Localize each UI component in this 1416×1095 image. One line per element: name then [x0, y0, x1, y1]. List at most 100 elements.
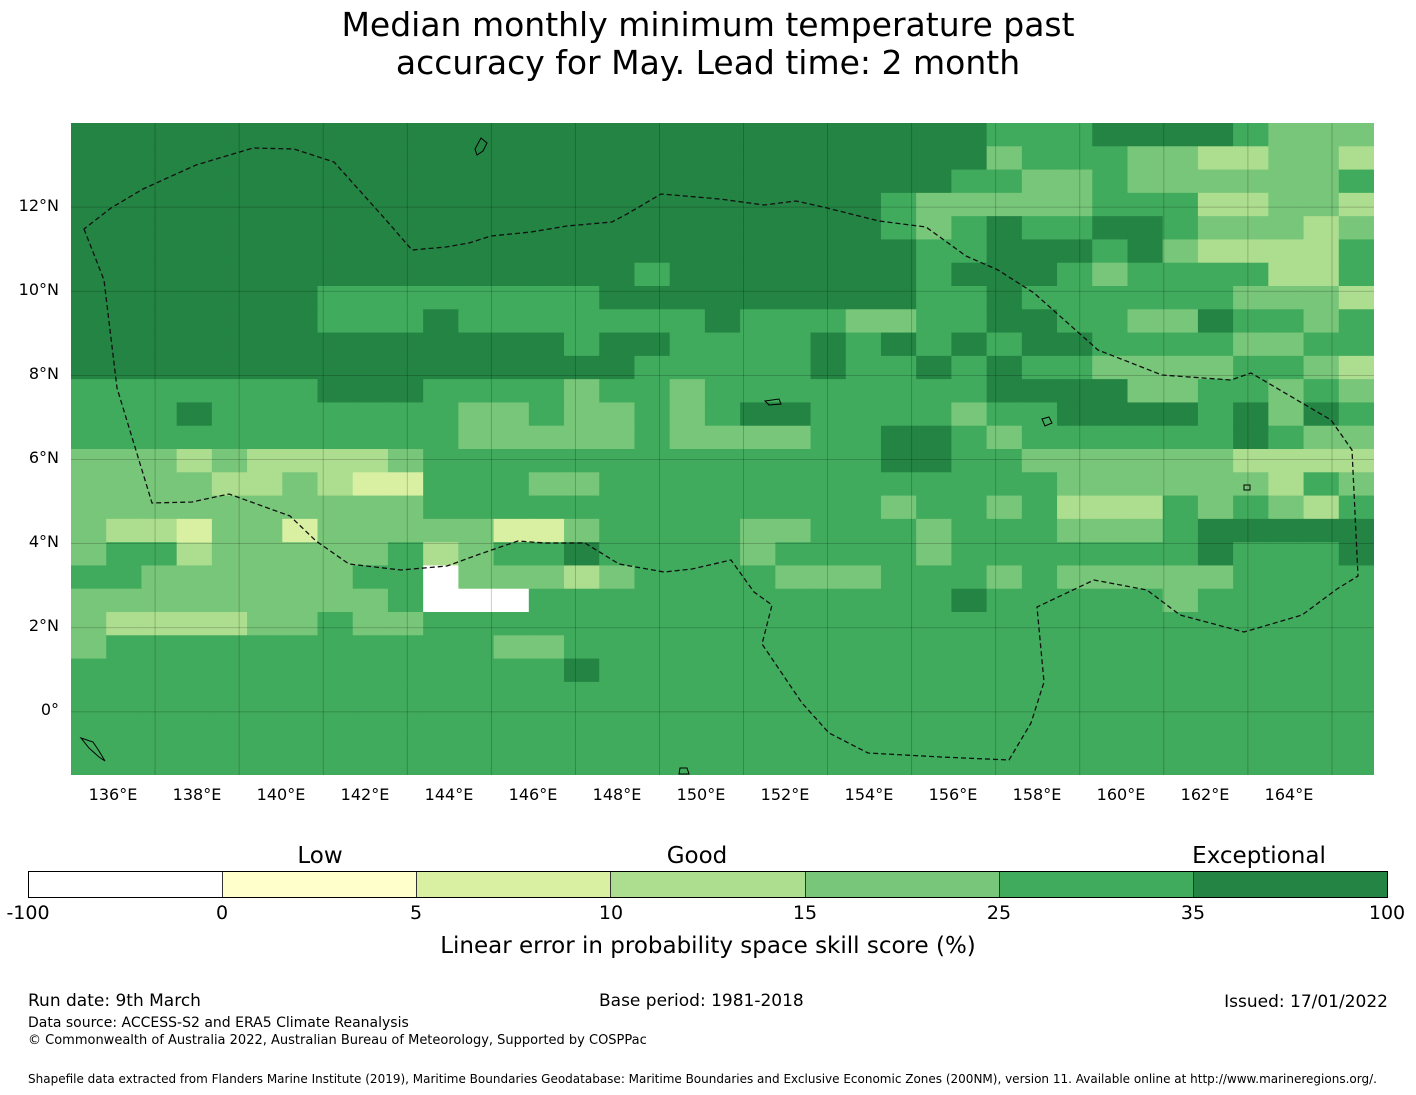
skill-cell — [387, 332, 424, 357]
skill-cell — [1338, 355, 1374, 380]
skill-cell — [247, 658, 283, 683]
skill-cell — [810, 518, 847, 543]
skill-cell — [352, 355, 389, 380]
colorbar-tick-label: 0 — [215, 902, 229, 924]
skill-cell — [1057, 239, 1093, 264]
colorbar-tick-label: -100 — [6, 902, 50, 924]
skill-cell — [493, 518, 530, 543]
skill-cell — [247, 146, 283, 171]
skill-cell — [141, 425, 178, 450]
skill-cell — [775, 612, 812, 636]
skill-cell — [775, 542, 812, 567]
skill-cell — [1233, 635, 1269, 660]
skill-cell — [564, 309, 600, 334]
skill-cell — [317, 216, 354, 241]
skill-cell — [211, 379, 248, 404]
skill-cell — [282, 262, 319, 287]
skill-cell — [317, 169, 354, 194]
skill-cell — [211, 705, 248, 730]
skill-cell — [986, 495, 1023, 520]
skill-cell — [704, 565, 741, 590]
skill-cell — [1268, 262, 1305, 287]
skill-cell — [986, 355, 1023, 380]
skill-cell — [352, 728, 389, 753]
skill-cell — [1021, 542, 1058, 567]
island-manus — [678, 767, 690, 775]
map-title: Median monthly minimum temperature past … — [0, 6, 1416, 82]
skill-cell — [458, 728, 495, 753]
skill-cell — [599, 332, 636, 357]
skill-cell — [176, 495, 213, 520]
skill-cell — [986, 216, 1023, 241]
skill-cell — [810, 588, 847, 613]
skill-cell — [1092, 169, 1129, 194]
lat-label-8n: 8°N — [28, 364, 59, 383]
skill-cell — [916, 518, 953, 543]
colorbar — [28, 871, 1388, 898]
skill-cell — [599, 751, 636, 775]
skill-cell — [669, 309, 706, 334]
skill-cell — [1057, 495, 1093, 520]
skill-cell — [916, 425, 953, 450]
skill-cell — [141, 705, 178, 730]
skill-cell — [1268, 681, 1305, 706]
skill-cell — [458, 355, 495, 380]
skill-cell — [1338, 658, 1374, 683]
skill-cell — [1162, 332, 1199, 357]
skill-cell — [986, 542, 1023, 567]
skill-cell — [282, 355, 319, 380]
skill-cell — [106, 681, 143, 706]
skill-cell — [141, 565, 178, 590]
skill-cell — [810, 123, 847, 147]
skill-cell — [352, 751, 389, 775]
skill-cell — [599, 542, 636, 567]
skill-cell — [528, 379, 565, 404]
skill-cell — [775, 146, 812, 171]
skill-cell — [845, 588, 882, 613]
skill-cell — [951, 612, 988, 636]
skill-cell — [106, 425, 143, 450]
skill-cell — [1021, 588, 1058, 613]
skill-cell — [1197, 216, 1234, 241]
skill-cell — [211, 449, 248, 473]
skill-cell — [71, 588, 107, 613]
colorbar-tick-label: 15 — [792, 902, 818, 924]
skill-cell — [423, 123, 459, 147]
skill-cell — [176, 239, 213, 264]
skill-cell — [740, 239, 776, 264]
skill-cell — [493, 728, 530, 753]
skill-cell — [810, 239, 847, 264]
skill-cell — [528, 309, 565, 334]
skill-cell — [1127, 216, 1164, 241]
skill-cell — [106, 705, 143, 730]
skill-cell — [775, 472, 812, 497]
skill-cell — [916, 705, 953, 730]
skill-cell — [775, 705, 812, 730]
skill-cell — [141, 588, 178, 613]
skill-cell — [775, 379, 812, 404]
skill-cell — [176, 355, 213, 380]
skill-cell — [1197, 332, 1234, 357]
skill-cell — [282, 402, 319, 427]
skill-cell — [423, 402, 459, 427]
skill-cell — [106, 123, 143, 147]
skill-cell — [1338, 402, 1374, 427]
skill-cell — [599, 728, 636, 753]
skill-cell — [528, 705, 565, 730]
skill-cell — [1233, 495, 1269, 520]
skill-cell — [1197, 449, 1234, 473]
skill-cell — [317, 658, 354, 683]
skill-cell — [599, 146, 636, 171]
skill-cell — [1021, 239, 1058, 264]
skill-cell — [1268, 472, 1305, 497]
skill-cell — [845, 402, 882, 427]
skill-cell — [1338, 588, 1374, 613]
skill-cell — [880, 705, 917, 730]
skill-cell — [1057, 658, 1093, 683]
skill-cell — [634, 565, 671, 590]
skill-cell — [740, 658, 776, 683]
skill-cell — [141, 728, 178, 753]
skill-cell — [1162, 751, 1199, 775]
skill-cell — [387, 518, 424, 543]
skill-cell — [528, 472, 565, 497]
